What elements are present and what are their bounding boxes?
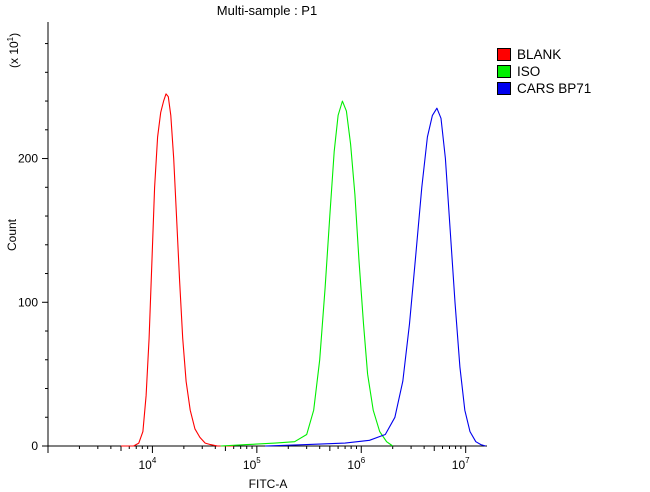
plot-area: 0 100 200 104 105 106 107 xyxy=(18,22,487,472)
y-tick-label: 100 xyxy=(18,295,38,309)
series-line-blank xyxy=(121,93,234,447)
x-tick-label: 105 xyxy=(243,456,261,472)
legend-swatch-iso xyxy=(497,65,511,78)
x-tick-label: 106 xyxy=(347,456,365,472)
legend-label-cars-bp71: CARS BP71 xyxy=(517,81,592,96)
y-multiplier-label: (x 101) xyxy=(6,33,21,68)
legend-swatch-cars-bp71 xyxy=(497,82,511,95)
legend-item-iso: ISO xyxy=(497,63,591,80)
legend: BLANK ISO CARS BP71 xyxy=(497,46,591,97)
y-tick-label: 200 xyxy=(18,152,38,166)
y-multiplier-prefix: (x 10 xyxy=(7,41,21,68)
y-multiplier-close: ) xyxy=(7,33,21,37)
y-multiplier-exp: 1 xyxy=(6,36,15,41)
y-tick-label: 0 xyxy=(31,439,38,453)
legend-label-blank: BLANK xyxy=(517,47,562,62)
legend-item-cars-bp71: CARS BP71 xyxy=(497,80,591,97)
chart-title: Multi-sample : P1 xyxy=(217,3,317,18)
series-line-iso xyxy=(220,100,394,447)
x-axis-label: FITC-A xyxy=(249,477,288,491)
legend-label-iso: ISO xyxy=(517,64,541,79)
series-line-cars-bp71 xyxy=(265,107,486,447)
x-tick-label: 104 xyxy=(139,456,157,472)
x-tick-label: 107 xyxy=(452,456,470,472)
legend-item-blank: BLANK xyxy=(497,46,591,63)
legend-swatch-blank xyxy=(497,48,511,61)
y-axis-label: Count xyxy=(5,218,19,251)
